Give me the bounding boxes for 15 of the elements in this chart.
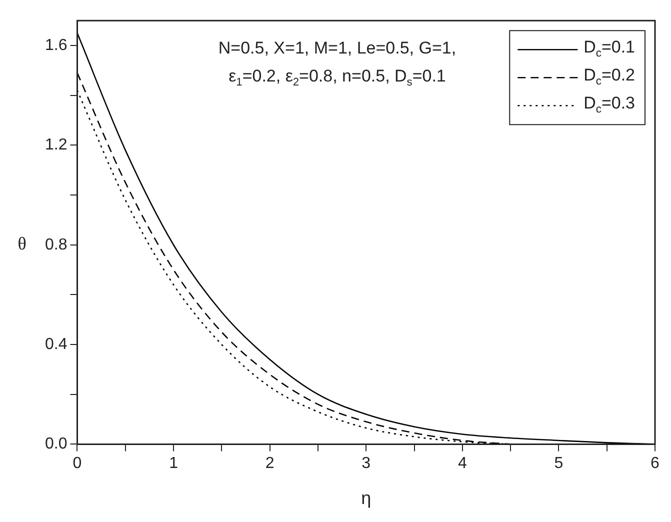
x-tick-label: 4 — [458, 455, 467, 472]
x-tick-label: 1 — [169, 455, 178, 472]
y-tick-label: 0.8 — [44, 236, 68, 254]
y-tick-label: 0.4 — [44, 336, 68, 353]
x-tick-label: 5 — [554, 455, 564, 472]
x-tick-label: 6 — [650, 455, 660, 472]
y-tick-label: 1.2 — [44, 136, 68, 154]
x-tick-label: 3 — [362, 455, 371, 472]
y-axis-title: θ — [18, 234, 26, 254]
x-tick-label: 2 — [265, 455, 274, 472]
y-tick-label: 1.6 — [44, 36, 68, 54]
y-tick-label: 0.0 — [44, 436, 68, 453]
x-tick-label: 0 — [72, 455, 82, 472]
x-axis-title: η — [361, 488, 372, 508]
annotation: N=0.5, X=1, M=1, Le=0.5, G=1, — [218, 38, 456, 58]
